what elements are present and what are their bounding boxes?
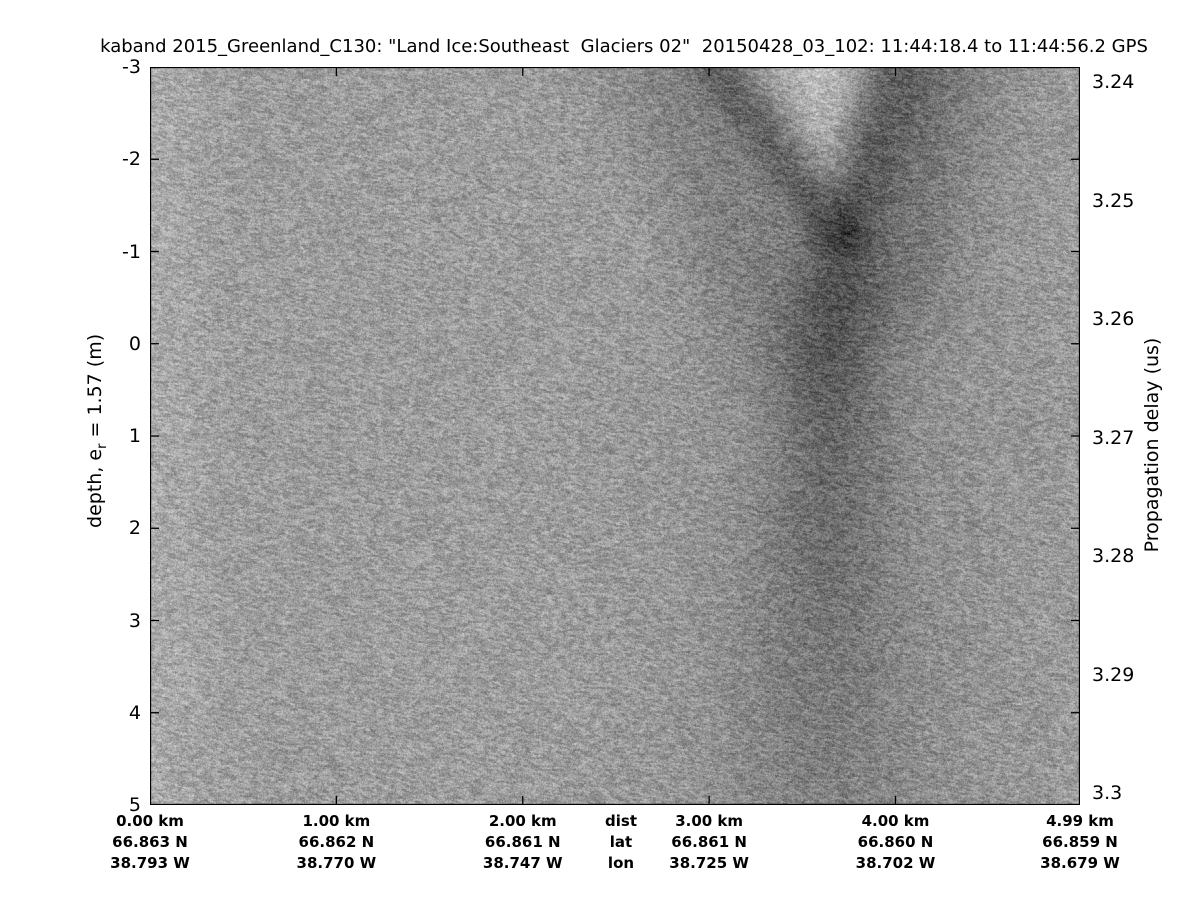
left-axis-label-sub: r	[94, 443, 110, 449]
footer-value-lon: 38.679 W	[1040, 854, 1120, 872]
left-axis-tick-label: 5	[128, 794, 141, 816]
left-axis-tick-label: -1	[122, 240, 141, 263]
footer-value-lon: 38.747 W	[482, 854, 563, 872]
footer-value-lon: 38.793 W	[110, 854, 190, 872]
right-axis-tick-label: 3.29	[1092, 663, 1135, 686]
left-axis-tick-label: 0	[128, 332, 141, 355]
right-axis-tick-label: 3.27	[1092, 426, 1135, 449]
footer-value-lat: 66.859 N	[1042, 833, 1118, 851]
footer-value-dist: 1.00 km	[302, 812, 371, 830]
echogram-image	[150, 67, 1080, 805]
footer-value-dist: 2.00 km	[488, 812, 557, 830]
footer-value-dist: 0.00 km	[116, 812, 184, 830]
left-axis-tick-label: 4	[128, 701, 141, 724]
footer-value-lat: 66.860 N	[857, 833, 934, 851]
right-axis-label: Propagation delay (us)	[1141, 337, 1163, 553]
right-axis-tick-label: 3.24	[1092, 71, 1135, 93]
right-axis-tick-label: 3.28	[1092, 545, 1135, 567]
footer-row-label-lon: lon	[607, 854, 635, 872]
footer-row-label-dist: dist	[605, 812, 637, 830]
footer-value-lon: 38.702 W	[855, 854, 936, 872]
footer-value-lat: 66.862 N	[298, 833, 375, 851]
right-axis-tick-label: 3.26	[1092, 308, 1135, 330]
left-axis-tick-label: -3	[122, 56, 141, 78]
left-axis-label-pre: depth, e	[84, 448, 107, 528]
left-axis-label: depth, er = 1.57 (m)	[62, 334, 132, 552]
footer-value-lat: 66.863 N	[112, 833, 188, 851]
right-axis-tick-label: 3.25	[1092, 189, 1135, 212]
footer-value-lat: 66.861 N	[671, 833, 747, 851]
footer-row-label-lat: lat	[609, 833, 633, 851]
footer-value-lon: 38.725 W	[669, 854, 749, 872]
footer-value-dist: 3.00 km	[675, 812, 744, 830]
left-axis-tick-label: 2	[128, 517, 141, 540]
footer-value-dist: 4.99 km	[1046, 812, 1114, 830]
left-axis-label-post: = 1.57 (m)	[84, 333, 107, 444]
left-axis-tick-label: 3	[128, 609, 141, 632]
plot-title: kaband 2015_Greenland_C130: "Land Ice:So…	[100, 36, 1148, 57]
right-axis-tick-label: 3.3	[1092, 782, 1123, 804]
footer-value-dist: 4.00 km	[861, 812, 930, 830]
left-axis-tick-label: -2	[122, 148, 141, 171]
left-axis-tick-label: 1	[128, 425, 141, 447]
footer-value-lat: 66.861 N	[484, 833, 561, 851]
footer-value-lon: 38.770 W	[296, 854, 377, 872]
